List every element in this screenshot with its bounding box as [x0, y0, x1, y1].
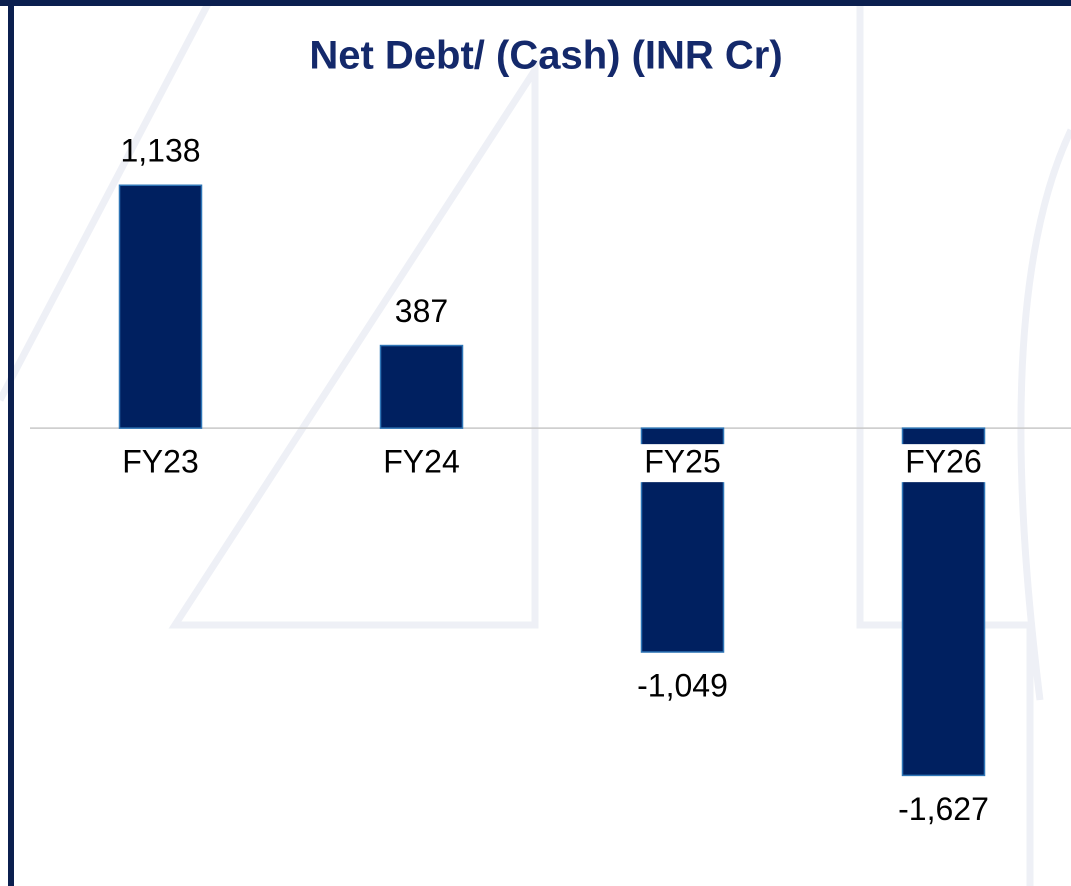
value-label: -1,627 [898, 791, 989, 827]
value-label: 387 [395, 293, 448, 329]
x-tick-label: FY24 [383, 444, 459, 480]
label-bg [638, 444, 727, 483]
x-tick-label: FY26 [905, 444, 981, 480]
frame-top [0, 0, 1071, 6]
value-label: 1,138 [120, 133, 200, 169]
bar [379, 344, 464, 429]
chart-title: Net Debt/ (Cash) (INR Cr) [309, 34, 782, 78]
bar [901, 427, 986, 777]
label-bg [899, 444, 988, 483]
label-bg [377, 444, 466, 483]
bar [118, 184, 203, 429]
x-tick-label: FY23 [122, 444, 198, 480]
frame-left [8, 0, 14, 886]
label-bg [116, 444, 205, 483]
x-tick-label: FY25 [644, 444, 720, 480]
value-label: -1,049 [637, 667, 728, 703]
